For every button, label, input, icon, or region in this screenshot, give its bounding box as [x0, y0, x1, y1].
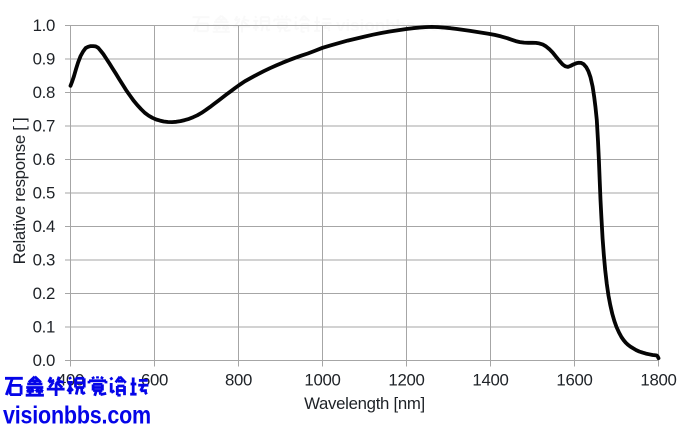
- svg-text:0.2: 0.2: [33, 284, 55, 303]
- svg-text:0.4: 0.4: [33, 217, 55, 236]
- svg-text:1000: 1000: [304, 371, 340, 390]
- svg-text:0.1: 0.1: [33, 318, 55, 337]
- svg-text:1400: 1400: [472, 371, 508, 390]
- svg-text:0.9: 0.9: [33, 50, 55, 69]
- svg-text:1200: 1200: [388, 371, 424, 390]
- svg-text:800: 800: [225, 371, 252, 390]
- svg-text:Relative response [ ]: Relative response [ ]: [10, 118, 29, 265]
- svg-text:400: 400: [57, 371, 84, 390]
- svg-text:Wavelength [nm]: Wavelength [nm]: [304, 394, 425, 413]
- svg-text:0.3: 0.3: [33, 251, 55, 270]
- svg-text:0.5: 0.5: [33, 184, 55, 203]
- svg-text:1800: 1800: [640, 371, 676, 390]
- svg-text:0.7: 0.7: [33, 117, 55, 136]
- svg-text:1600: 1600: [556, 371, 592, 390]
- svg-text:1.0: 1.0: [33, 16, 55, 35]
- svg-text:0.8: 0.8: [33, 83, 55, 102]
- svg-text:0.6: 0.6: [33, 150, 55, 169]
- svg-text:0.0: 0.0: [33, 351, 55, 370]
